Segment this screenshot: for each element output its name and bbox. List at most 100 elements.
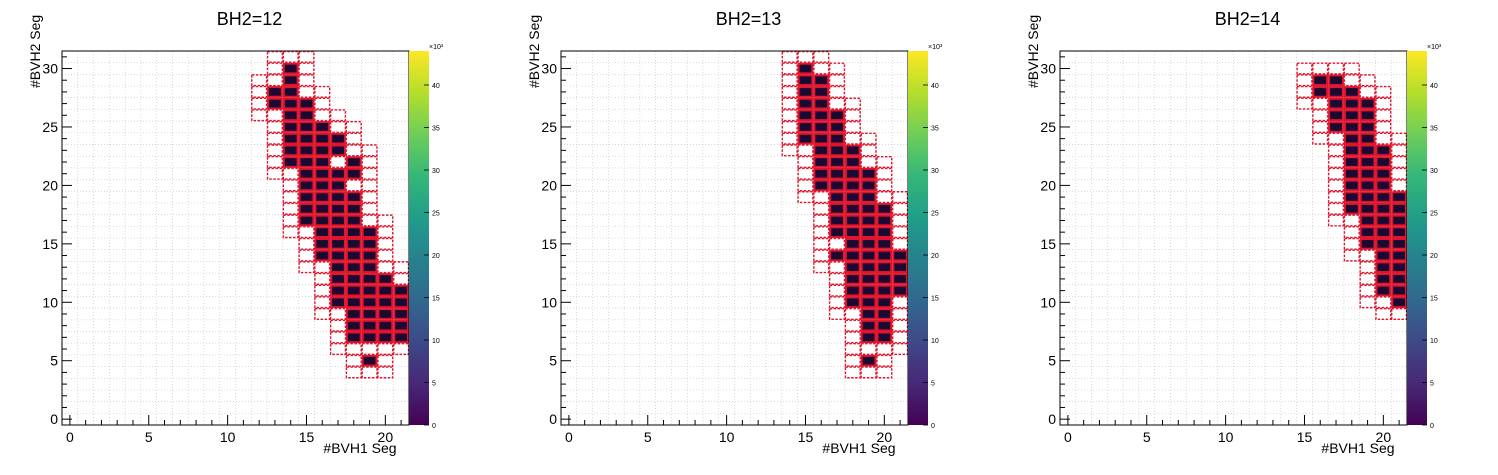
heatmap-cell [1328, 109, 1344, 122]
empty-bin-outline [361, 342, 378, 356]
heatmap-cell [813, 74, 830, 87]
y-tick-label: 25 [1040, 119, 1056, 135]
empty-bin-outline [876, 366, 893, 379]
empty-bin-outline [345, 342, 362, 356]
heatmap-cell [393, 296, 409, 309]
empty-bin-outline [892, 237, 909, 250]
heatmap-cell [361, 261, 378, 274]
heatmap-cell [345, 284, 362, 297]
empty-bin-outline [1312, 62, 1329, 75]
empty-bin-outline [844, 307, 861, 321]
heatmap-cell [860, 238, 877, 250]
empty-bin-outline [1327, 144, 1345, 157]
empty-bin-outline [251, 74, 268, 87]
heatmap-panel-bh2-12: BH2=12 0 5 10 15 20 0 5 10 15 20 25 30 0 5 10 15 20 25 30 3… [0, 0, 499, 475]
x-axis-ticks: 0 5 10 15 20 [66, 415, 402, 445]
heatmap-cell [1359, 238, 1376, 250]
empty-bin-outline [828, 62, 846, 75]
colorbar-tick-label: 0 [432, 423, 436, 430]
empty-bin-outline [860, 144, 877, 157]
heatmap-plot: 0 5 10 15 20 0 5 10 15 20 25 30 0 5 10 15 20 25 30 35 40 ×10³ [42, 44, 444, 445]
heatmap-cell [860, 354, 877, 367]
heatmap-cell [1391, 214, 1407, 227]
heatmap-cell [330, 191, 346, 203]
x-tick-label: 20 [378, 429, 394, 445]
heatmap-cell [330, 284, 346, 297]
heatmap-cell [361, 308, 378, 320]
heatmap-cell [345, 273, 362, 285]
heatmap-cell [1359, 202, 1376, 215]
heatmap-cell [377, 308, 394, 320]
colorbar: 0 5 10 15 20 25 30 35 40 ×10³ [908, 44, 943, 430]
empty-bin-outline [298, 50, 315, 63]
y-tick-label: 30 [1040, 61, 1056, 77]
heatmap-cell [813, 109, 830, 122]
empty-bin-outline [361, 366, 378, 379]
y-tick-label: 25 [42, 119, 58, 135]
empty-bin-outline [844, 354, 861, 367]
empty-bin-outline [266, 155, 284, 169]
empty-bin-outline [377, 366, 394, 379]
heatmap-cell [844, 238, 861, 250]
heatmap-cell [361, 249, 378, 262]
empty-bin-outline [813, 261, 830, 274]
empty-bin-outline [1327, 202, 1345, 215]
empty-bin-outline [361, 144, 378, 157]
empty-bin-outline [329, 307, 347, 321]
empty-bin-outline [266, 132, 284, 145]
y-tick-label: 10 [541, 294, 557, 310]
y-tick-label: 20 [42, 177, 58, 193]
heatmap-plot: 0 5 10 15 20 0 5 10 15 20 25 30 0 5 10 15 20 25 30 35 40 ×10³ [1040, 44, 1441, 445]
heatmap-cell [829, 214, 845, 227]
empty-bin-outline [298, 226, 315, 239]
heatmap-cell [314, 226, 331, 238]
heatmap-cell [892, 273, 908, 285]
empty-bin-outline [781, 50, 798, 63]
empty-bin-outline [1391, 307, 1408, 321]
heatmap-cell [860, 319, 877, 332]
heatmap-cell [314, 156, 331, 168]
empty-bin-outline [781, 120, 798, 134]
y-axis-ticks: 0 5 10 15 20 25 30 [541, 56, 571, 427]
heatmap-cell [345, 191, 362, 203]
heatmap-cell [314, 202, 331, 215]
colorbar-tick-label: 25 [1430, 211, 1438, 218]
heatmap-cell [1328, 97, 1344, 110]
empty-bin-outline [282, 50, 299, 63]
x-axis-label: #BVH1 Seg [323, 440, 397, 456]
empty-bin-outline [1327, 155, 1345, 169]
heatmap-cell [298, 214, 315, 227]
heatmap-cell [1312, 74, 1329, 87]
x-tick-label: 0 [1064, 429, 1072, 445]
heatmap-cell [330, 273, 346, 285]
heatmap-cell [797, 109, 814, 122]
heatmap-cell [1328, 86, 1344, 98]
empty-bin-outline [377, 342, 394, 356]
heatmap-cell [330, 202, 346, 215]
empty-bin-outline [860, 366, 877, 379]
empty-bin-outline [329, 331, 347, 344]
y-tick-label: 15 [541, 236, 557, 252]
heatmap-cell [1343, 121, 1360, 133]
empty-bin-outline [844, 342, 861, 356]
heatmap-cell [1375, 156, 1392, 168]
heatmap-cell [813, 144, 830, 157]
empty-bin-outline [892, 342, 909, 356]
y-tick-label: 5 [549, 353, 557, 369]
empty-bin-outline [1343, 249, 1360, 262]
heatmap-cell [1375, 202, 1392, 215]
empty-bin-outline [361, 179, 378, 192]
colorbar: 0 5 10 15 20 25 30 35 40 ×10³ [409, 44, 444, 430]
heatmap-cell [314, 238, 331, 250]
heatmap-cell [813, 179, 830, 192]
heatmap-cell [1391, 296, 1407, 309]
heatmap-cell [1359, 144, 1376, 157]
colorbar-tick-label: 40 [1430, 83, 1438, 90]
colorbar-tick-label: 5 [432, 381, 436, 388]
empty-bin-outline [1343, 74, 1360, 87]
heatmap-cell [1375, 179, 1392, 192]
heatmap-cell [860, 179, 877, 192]
empty-bin-outline [828, 307, 846, 321]
heatmap-cell [1312, 86, 1329, 98]
colorbar-tick-label: 0 [931, 423, 935, 430]
